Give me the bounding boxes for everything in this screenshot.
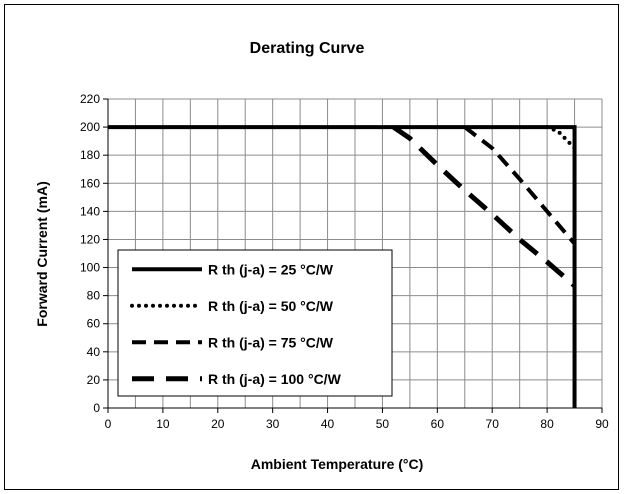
y-tick-label: 120 — [80, 232, 100, 246]
x-tick-label: 80 — [540, 417, 554, 431]
x-tick-label: 20 — [211, 417, 225, 431]
legend-label-4: R th (j-a) = 100 °C/W — [208, 371, 342, 387]
x-tick-label: 10 — [156, 417, 170, 431]
x-tick-label: 50 — [376, 417, 390, 431]
y-tick-label: 160 — [80, 176, 100, 190]
y-tick-label: 180 — [80, 148, 100, 162]
y-tick-label: 100 — [80, 261, 100, 275]
y-tick-label: 220 — [80, 92, 100, 106]
y-tick-label: 60 — [87, 317, 101, 331]
x-tick-label: 40 — [321, 417, 335, 431]
data-series — [108, 125, 577, 408]
x-tick-label: 70 — [486, 417, 500, 431]
legend-label-2: R th (j-a) = 50 °C/W — [208, 298, 334, 314]
series-line-1 — [108, 125, 577, 408]
y-tick-label: 40 — [87, 345, 101, 359]
series-line-3 — [463, 125, 577, 245]
legend: R th (j-a) = 25 °C/W R th (j-a) = 50 °C/W… — [117, 249, 393, 397]
y-tick-label: 140 — [80, 204, 100, 218]
chart-title: Derating Curve — [250, 40, 365, 57]
series-line-4 — [392, 125, 577, 288]
x-tick-label: 90 — [595, 417, 609, 431]
x-tick-label: 30 — [266, 417, 280, 431]
derating-chart: Derating Curve Ambient Temperature (°C) … — [34, 40, 609, 472]
y-tick-label: 80 — [87, 289, 101, 303]
x-tick-label: 0 — [105, 417, 112, 431]
series-line-2 — [545, 125, 577, 151]
legend-box — [117, 249, 393, 397]
y-axis-title: Forward Current (mA) — [34, 181, 50, 326]
y-tick-label: 20 — [87, 373, 101, 387]
chart-frame: Derating Curve Ambient Temperature (°C) … — [4, 4, 619, 490]
x-tick-label: 60 — [431, 417, 445, 431]
legend-label-3: R th (j-a) = 75 °C/W — [208, 334, 334, 350]
legend-label-1: R th (j-a) = 25 °C/W — [208, 261, 334, 277]
axis-ticks: 0 10 20 30 40 50 60 70 80 90 0 20 40 60 80 100 120 140 160… — [80, 92, 609, 431]
y-tick-label: 0 — [93, 401, 100, 415]
y-tick-label: 200 — [80, 120, 100, 134]
x-axis-title: Ambient Temperature (°C) — [251, 456, 424, 472]
